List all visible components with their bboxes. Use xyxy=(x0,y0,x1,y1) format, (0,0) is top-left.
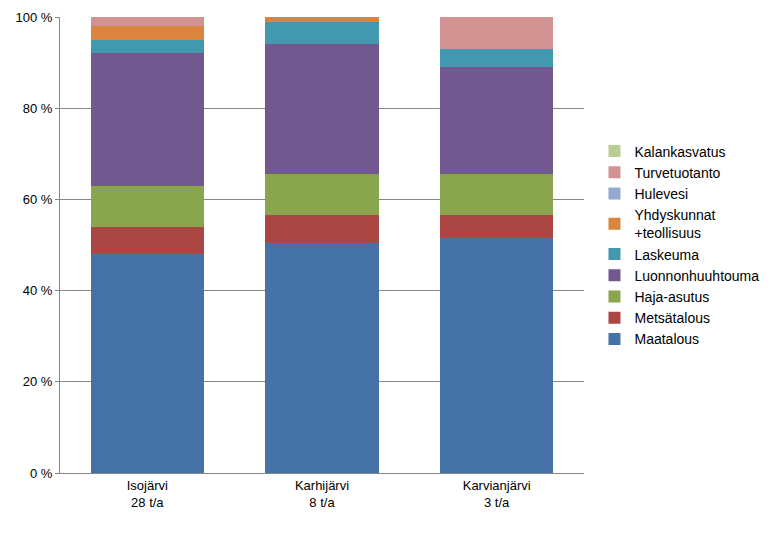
svg-text:Isojärvi28 t/a: Isojärvi28 t/a xyxy=(127,478,168,510)
svg-text:Laskeuma: Laskeuma xyxy=(634,247,699,263)
svg-text:0 %: 0 % xyxy=(30,466,53,481)
svg-text:Karhijärvi8 t/a: Karhijärvi8 t/a xyxy=(295,478,349,510)
svg-text:Haja-asutus: Haja-asutus xyxy=(634,289,709,305)
svg-text:Kalankasvatus: Kalankasvatus xyxy=(634,144,725,160)
svg-text:Luonnonhuuhtouma: Luonnonhuuhtouma xyxy=(634,268,759,284)
svg-text:Turvetuotanto: Turvetuotanto xyxy=(634,165,720,181)
svg-text:40 %: 40 % xyxy=(23,283,53,298)
svg-text:Yhdyskunnat+teollisuus: Yhdyskunnat+teollisuus xyxy=(634,207,715,241)
svg-text:Karvianjärvi3 t/a: Karvianjärvi3 t/a xyxy=(463,478,531,510)
svg-text:100 %: 100 % xyxy=(16,10,53,25)
svg-text:Metsätalous: Metsätalous xyxy=(634,310,709,326)
svg-text:60 %: 60 % xyxy=(23,192,53,207)
svg-text:20 %: 20 % xyxy=(23,374,53,389)
svg-text:Maatalous: Maatalous xyxy=(634,331,699,347)
svg-text:Hulevesi: Hulevesi xyxy=(634,186,688,202)
svg-text:80 %: 80 % xyxy=(23,101,53,116)
